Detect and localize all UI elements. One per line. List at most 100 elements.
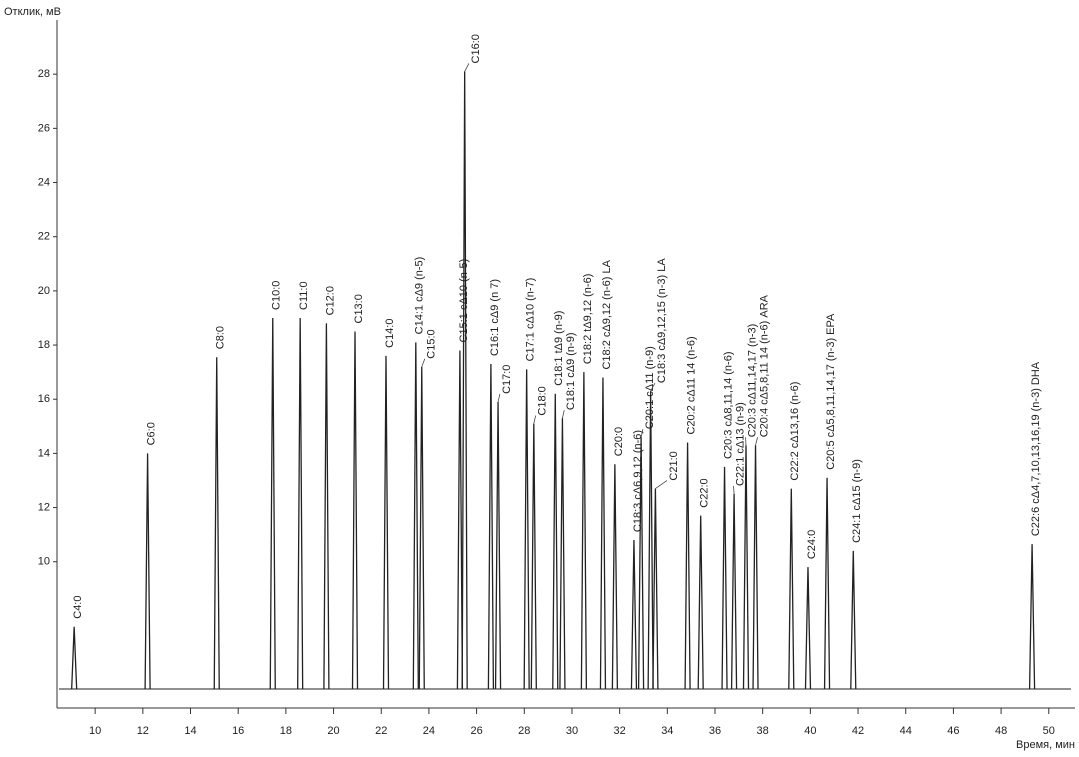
x-tick-label: 48	[995, 725, 1007, 737]
x-tick-label: 40	[804, 725, 816, 737]
peak-label: C17:1 cΔ10 (n-7)	[525, 278, 537, 362]
peak	[559, 418, 566, 690]
peak	[730, 494, 738, 690]
leader-line	[755, 437, 758, 446]
y-tick-label: 16	[38, 393, 50, 405]
peak	[487, 363, 495, 690]
peak-label: C4:0	[72, 595, 84, 618]
leader-line	[655, 480, 668, 489]
peak-label: C16:0	[470, 34, 482, 63]
leader-line	[640, 429, 644, 438]
leader-line	[533, 415, 537, 424]
leader-line	[464, 63, 470, 72]
leader-line	[421, 358, 426, 367]
peak-label: C17:0	[501, 365, 513, 394]
peak	[850, 550, 857, 690]
y-axis-title: Отклик, мВ	[4, 6, 61, 18]
peak-label: C20:0	[613, 427, 625, 456]
peak	[630, 540, 638, 690]
x-tick-label: 36	[709, 725, 721, 737]
x-tick-label: 28	[518, 725, 530, 737]
peak	[213, 357, 220, 690]
peak	[269, 317, 276, 690]
x-tick-label: 34	[661, 725, 673, 737]
peak-label: C24:1 cΔ15 (n-9)	[851, 459, 863, 543]
leader-line	[733, 485, 735, 495]
x-tick-label: 32	[614, 725, 626, 737]
x-tick-label: 16	[232, 725, 244, 737]
peak-label: C20:3 cΔ11,14,17 (n-3)	[746, 324, 758, 438]
peak-label: C6:0	[146, 422, 158, 445]
x-tick-label: 22	[375, 725, 387, 737]
peak	[461, 71, 468, 690]
x-tick-label: 26	[470, 725, 482, 737]
peak	[456, 350, 464, 690]
peak	[144, 453, 151, 690]
peak	[580, 372, 588, 690]
peak-label: C24:0	[806, 530, 818, 559]
peak-label: C18:2 cΔ9,12 (n-6) LA	[601, 259, 613, 369]
y-tick-label: 12	[38, 501, 50, 513]
peak-label: C20:3 cΔ8,11,14 (n-6)	[722, 352, 734, 459]
y-tick-label: 18	[38, 339, 50, 351]
peak-label: C20:4 cΔ5,8,11 14 (n-6) ARA	[758, 294, 770, 437]
y-tick-label: 14	[38, 447, 50, 459]
x-tick-label: 10	[89, 725, 101, 737]
peak	[823, 477, 831, 690]
peak-label: C16:1 cΔ9 (n 7)	[489, 279, 501, 356]
peak	[418, 366, 425, 690]
peak	[721, 466, 728, 690]
peak	[697, 515, 704, 690]
peak-label: C11:0	[298, 281, 310, 310]
peak	[788, 488, 795, 690]
y-tick-label: 28	[38, 68, 50, 80]
peak	[1028, 544, 1036, 690]
peak	[752, 445, 759, 690]
peak	[652, 488, 659, 690]
peak-label: C21:0	[668, 451, 680, 480]
leader-line	[650, 382, 656, 392]
peak	[297, 317, 304, 690]
peak	[647, 391, 654, 690]
peak	[351, 331, 359, 690]
x-tick-label: 46	[947, 725, 959, 737]
peak	[530, 423, 537, 690]
peak	[552, 393, 559, 690]
peak	[599, 377, 607, 690]
x-tick-label: 12	[137, 725, 149, 737]
x-tick-label: 18	[280, 725, 292, 737]
y-tick-label: 24	[38, 176, 50, 188]
peak-label: C22:6 cΔ4,7,10,13,16,19 (n-3) DHA	[1030, 361, 1042, 536]
x-tick-label: 44	[900, 725, 912, 737]
peak-label: C18:1 cΔ9 (n-9)	[565, 333, 577, 411]
peak-label: C14:0	[384, 319, 396, 348]
x-tick-label: 14	[184, 725, 196, 737]
peak-label: C18:2 tΔ9,12 (n-6)	[582, 274, 594, 365]
x-tick-label: 42	[852, 725, 864, 737]
y-tick-label: 10	[38, 556, 50, 568]
x-tick-label: 38	[757, 725, 769, 737]
x-tick-label: 24	[423, 725, 435, 737]
peak-label: C18:1 tΔ9 (n-9)	[553, 311, 565, 386]
peak-label: C14:1 cΔ9 (n-5)	[414, 257, 426, 335]
peak	[611, 464, 619, 690]
peak	[523, 369, 530, 690]
peak-label: C13:0	[353, 294, 365, 323]
peak-label: C20:5 cΔ5,8,11,14,17 (n-3) EPA	[825, 313, 837, 470]
y-tick-label: 26	[38, 122, 50, 134]
peak-label: C22:2 cΔ13,16 (n-6)	[789, 382, 801, 481]
x-axis-title: Время, мин	[1016, 739, 1075, 751]
peak-label: C12:0	[324, 286, 336, 315]
peak-label: C10:0	[271, 281, 283, 310]
peak-label: C20:2 cΔ11 14 (n-6)	[685, 336, 697, 434]
peak	[382, 355, 390, 690]
peak	[804, 567, 812, 690]
peak-label: C22:1 cΔ13 (n-9)	[734, 402, 746, 486]
x-tick-label: 50	[1043, 725, 1055, 737]
peak	[637, 437, 645, 690]
peak-label: C18:0	[537, 386, 549, 415]
peak	[742, 445, 750, 690]
peak	[323, 323, 330, 690]
peak-label: C18:3 cΔ9,12,15 (n-3) LA	[656, 258, 668, 383]
